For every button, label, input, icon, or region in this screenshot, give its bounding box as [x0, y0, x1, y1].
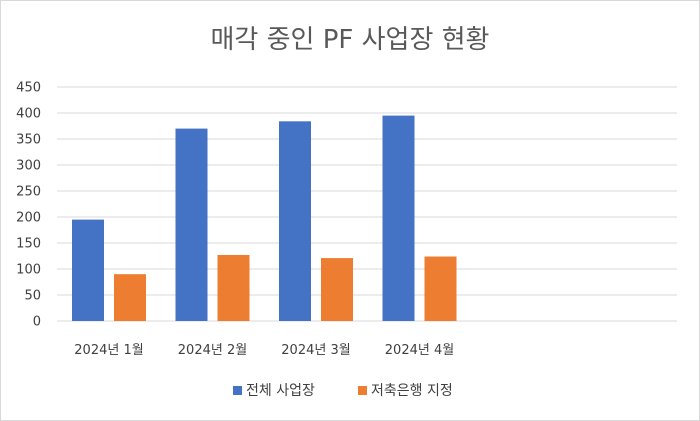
- y-tick-label: 100: [16, 263, 41, 278]
- x-category-label: 2024년 2월: [178, 343, 247, 358]
- y-tick-label: 250: [16, 185, 41, 200]
- bar-total-1: [72, 219, 104, 321]
- legend-swatch: [233, 386, 242, 395]
- y-tick-label: 150: [16, 237, 41, 252]
- legend-label: 전체 사업장: [246, 383, 315, 399]
- gridlines: [57, 86, 677, 322]
- y-tick-label: 200: [16, 211, 41, 226]
- chart-title: 매각 중인 PF 사업장 현황: [211, 25, 490, 55]
- bar-savings-bank-2: [217, 254, 250, 321]
- bar-total-4: [382, 115, 415, 321]
- bar-savings-bank-3: [321, 258, 353, 321]
- legend-swatch: [358, 386, 367, 395]
- x-category-label: 2024년 1월: [74, 343, 143, 358]
- bars: [72, 115, 457, 321]
- x-category-label: 2024년 3월: [281, 343, 350, 358]
- y-tick-label: 0: [33, 315, 41, 330]
- y-tick-label: 350: [16, 133, 41, 148]
- x-category-label: 2024년 4월: [385, 343, 454, 358]
- y-tick-label: 400: [16, 107, 41, 122]
- y-axis-ticks: 0 50 100 150 200 250 300 350 400 450: [16, 81, 41, 330]
- y-tick-label: 300: [16, 159, 41, 174]
- bar-total-3: [279, 121, 311, 321]
- bar-savings-bank-4: [424, 256, 457, 321]
- legend-label: 저축은행 지정: [371, 383, 453, 399]
- bar-total-2: [175, 128, 208, 321]
- y-tick-label: 50: [24, 289, 41, 304]
- y-tick-label: 450: [16, 81, 41, 96]
- legend: 전체 사업장 저축은행 지정: [233, 383, 453, 399]
- bar-savings-bank-1: [114, 274, 146, 321]
- x-axis-categories: 2024년 1월 2024년 2월 2024년 3월 2024년 4월: [74, 343, 454, 358]
